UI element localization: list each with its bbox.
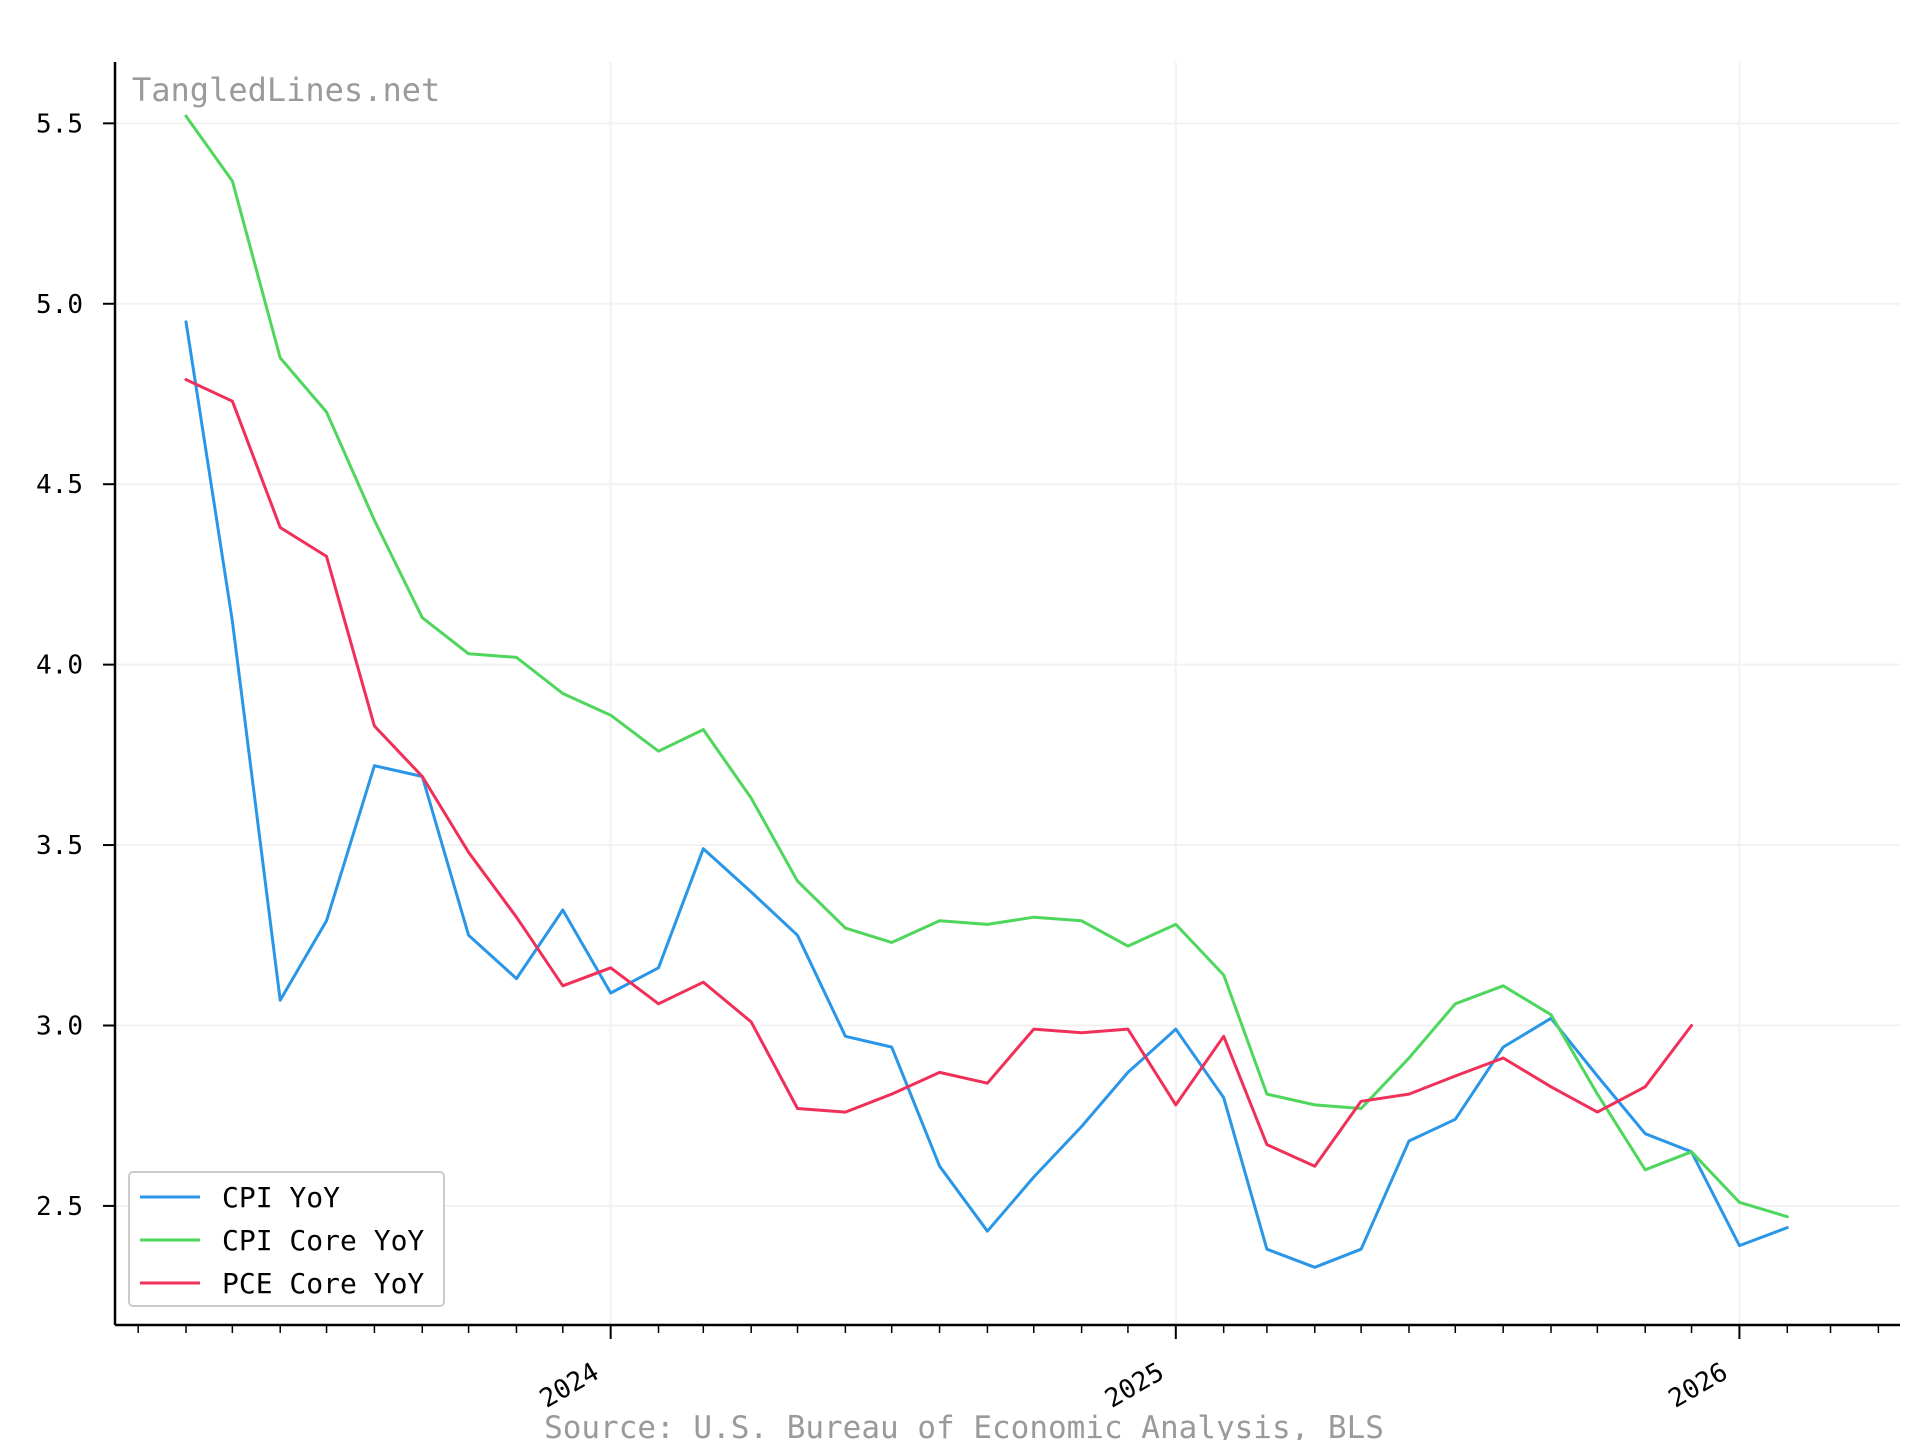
y-tick-label: 4.0 (36, 651, 83, 681)
series-line-pce-core-yoy (184, 378, 1693, 1168)
series-lines (184, 114, 1789, 1269)
source-note: Source: U.S. Bureau of Economic Analysis… (544, 1410, 1384, 1440)
legend: CPI YoY CPI Core YoY PCE Core YoY (128, 1171, 445, 1307)
x-tick-label: 2025 (1100, 1357, 1169, 1414)
axes (113, 62, 1900, 1327)
legend-label: CPI Core YoY (222, 1224, 424, 1257)
x-tick-label: 2024 (535, 1357, 604, 1414)
y-tick-label: 2.5 (36, 1192, 83, 1222)
x-tick-label: 2026 (1664, 1357, 1733, 1414)
watermark: TangledLines.net (132, 71, 440, 109)
series-line-cpi-core-yoy (184, 114, 1789, 1219)
y-tick-label: 3.0 (36, 1011, 83, 1041)
y-tick-label: 4.5 (36, 470, 83, 500)
legend-label: CPI YoY (222, 1181, 340, 1214)
y-tick-label: 5.5 (36, 109, 83, 139)
series-line-cpi-yoy (184, 320, 1789, 1269)
y-tick-label: 3.5 (36, 831, 83, 861)
grid (115, 62, 1900, 1325)
legend-label: PCE Core YoY (222, 1267, 424, 1300)
legend-frame (128, 1171, 445, 1307)
y-tick-label: 5.0 (36, 290, 83, 320)
